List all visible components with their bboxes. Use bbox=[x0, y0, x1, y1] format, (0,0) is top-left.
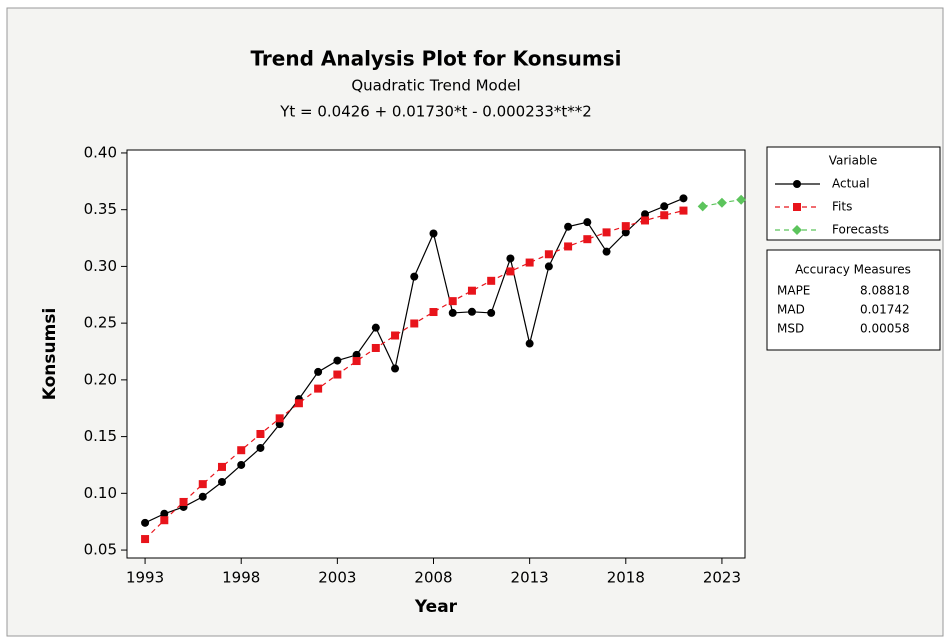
y-tick-label: 0.25 bbox=[84, 314, 117, 332]
x-axis-label: Year bbox=[414, 597, 458, 617]
point bbox=[333, 356, 342, 365]
point bbox=[506, 254, 515, 263]
point bbox=[544, 250, 553, 259]
point bbox=[487, 276, 496, 285]
point bbox=[314, 367, 323, 376]
accuracy-label: MSD bbox=[777, 322, 804, 336]
point bbox=[179, 497, 188, 506]
point bbox=[679, 206, 688, 215]
point bbox=[602, 228, 611, 237]
point bbox=[371, 343, 380, 352]
point bbox=[333, 370, 342, 379]
legend-title: Variable bbox=[829, 154, 878, 168]
accuracy-title: Accuracy Measures bbox=[795, 263, 911, 277]
x-tick-label: 2023 bbox=[703, 569, 741, 587]
y-tick-label: 0.05 bbox=[84, 541, 117, 559]
point bbox=[237, 446, 246, 455]
point bbox=[352, 350, 361, 359]
y-tick-label: 0.15 bbox=[84, 427, 117, 445]
point bbox=[410, 272, 419, 281]
point bbox=[660, 202, 669, 211]
point bbox=[198, 480, 207, 489]
point bbox=[141, 518, 150, 527]
point bbox=[506, 267, 515, 276]
point bbox=[429, 308, 438, 317]
point bbox=[641, 210, 650, 219]
point bbox=[391, 331, 400, 340]
point bbox=[583, 218, 592, 227]
point bbox=[487, 308, 496, 317]
legend-marker bbox=[793, 203, 801, 211]
point bbox=[736, 194, 747, 205]
point bbox=[198, 492, 207, 501]
point bbox=[314, 384, 323, 393]
legend-label: Fits bbox=[832, 200, 852, 214]
accuracy-value: 8.08818 bbox=[860, 284, 910, 298]
chart-title: Trend Analysis Plot for Konsumsi bbox=[250, 47, 621, 71]
point bbox=[602, 247, 611, 256]
y-tick-label: 0.20 bbox=[84, 370, 117, 388]
subtitle: Quadratic Trend Model bbox=[351, 77, 520, 95]
accuracy-label: MAPE bbox=[777, 284, 810, 298]
point bbox=[371, 323, 380, 332]
point bbox=[697, 201, 708, 212]
legend-marker bbox=[793, 180, 801, 188]
y-tick-label: 0.30 bbox=[84, 257, 117, 275]
legend-box bbox=[766, 146, 941, 241]
point bbox=[544, 262, 553, 271]
accuracy-box bbox=[766, 249, 941, 351]
point bbox=[217, 477, 226, 486]
x-tick-label: 2013 bbox=[511, 569, 549, 587]
accuracy-value: 0.01742 bbox=[860, 303, 910, 317]
point bbox=[448, 297, 457, 306]
point bbox=[525, 339, 534, 348]
x-tick-label: 1998 bbox=[222, 569, 260, 587]
x-tick-label: 2003 bbox=[318, 569, 356, 587]
y-tick-label: 0.35 bbox=[84, 200, 117, 218]
point bbox=[583, 235, 592, 244]
point bbox=[160, 509, 169, 518]
point bbox=[621, 222, 630, 231]
point bbox=[294, 399, 303, 408]
point bbox=[410, 319, 419, 328]
point bbox=[621, 228, 630, 237]
y-axis-label: Konsumsi bbox=[40, 308, 60, 401]
accuracy-value: 0.00058 bbox=[860, 322, 910, 336]
point bbox=[660, 211, 669, 220]
x-tick-label: 2018 bbox=[607, 569, 645, 587]
point bbox=[525, 258, 534, 267]
legend-label: Forecasts bbox=[832, 223, 889, 237]
y-tick-label: 0.10 bbox=[84, 484, 117, 502]
point bbox=[217, 462, 226, 471]
point bbox=[641, 216, 650, 225]
x-tick-label: 1993 bbox=[126, 569, 164, 587]
point bbox=[679, 194, 688, 203]
point bbox=[564, 242, 573, 251]
point bbox=[141, 535, 150, 544]
point bbox=[391, 364, 400, 373]
point bbox=[275, 414, 284, 423]
y-tick-label: 0.40 bbox=[84, 143, 117, 161]
point bbox=[352, 357, 361, 366]
accuracy-label: MAD bbox=[777, 303, 805, 317]
legend-marker bbox=[792, 225, 802, 235]
point bbox=[564, 222, 573, 231]
point bbox=[448, 308, 457, 317]
legend-label: Actual bbox=[832, 177, 870, 191]
equation: Yt = 0.0426 + 0.01730*t - 0.000233*t**2 bbox=[279, 103, 592, 121]
x-tick-label: 2008 bbox=[414, 569, 452, 587]
point bbox=[256, 443, 265, 452]
point bbox=[256, 429, 265, 438]
point bbox=[160, 516, 169, 525]
point bbox=[467, 307, 476, 316]
point bbox=[716, 197, 727, 208]
point bbox=[429, 229, 438, 238]
point bbox=[467, 286, 476, 295]
point bbox=[237, 460, 246, 469]
